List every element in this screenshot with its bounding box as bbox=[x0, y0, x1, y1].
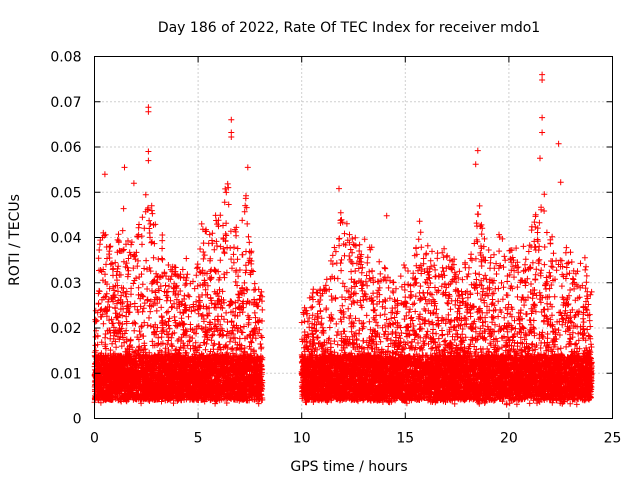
y-tick-label: 0.01 bbox=[50, 366, 81, 382]
chart-title: Day 186 of 2022, Rate Of TEC Index for r… bbox=[158, 20, 540, 36]
y-tick-label: 0.07 bbox=[50, 95, 81, 111]
y-tick-label: 0 bbox=[73, 412, 82, 428]
data-points bbox=[91, 71, 595, 408]
x-tick-label: 5 bbox=[194, 431, 203, 447]
y-axis-label: ROTI / TECUs bbox=[7, 194, 23, 286]
y-tick-label: 0.06 bbox=[50, 140, 81, 156]
roti-points bbox=[91, 71, 595, 408]
x-tick-label: 15 bbox=[396, 431, 414, 447]
y-tick-label: 0.04 bbox=[50, 231, 81, 247]
x-tick-label: 0 bbox=[90, 431, 99, 447]
x-tick-label: 20 bbox=[500, 431, 518, 447]
y-tick-label: 0.08 bbox=[50, 50, 81, 66]
y-tick-label: 0.03 bbox=[50, 276, 81, 292]
x-tick-labels: 0 5 10 15 20 25 bbox=[90, 431, 621, 447]
y-tick-labels: 0 0.01 0.02 0.03 0.04 0.05 0.06 0.07 0.08 bbox=[50, 50, 81, 428]
axis-ticks bbox=[94, 56, 613, 419]
x-tick-label: 10 bbox=[293, 431, 311, 447]
x-tick-label: 25 bbox=[604, 431, 622, 447]
y-tick-label: 0.02 bbox=[50, 321, 81, 337]
grid-layer bbox=[94, 56, 613, 419]
x-axis-label: GPS time / hours bbox=[290, 459, 407, 475]
y-tick-label: 0.05 bbox=[50, 185, 81, 201]
